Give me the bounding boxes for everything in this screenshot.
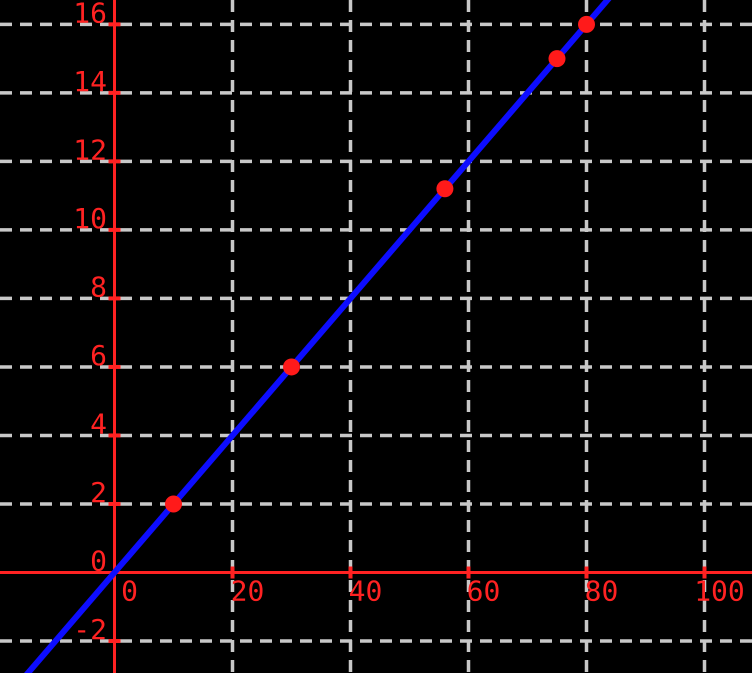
x-tick-label: 100 <box>694 575 745 608</box>
y-tick-label: 6 <box>90 339 107 372</box>
data-point <box>578 15 595 33</box>
y-tick-label: 14 <box>73 65 107 98</box>
data-point <box>283 358 300 376</box>
data-point <box>548 50 566 68</box>
data-point <box>436 180 454 198</box>
x-tick-label: 20 <box>231 575 265 608</box>
y-tick-label: 2 <box>90 476 107 509</box>
x-tick-label: 0 <box>121 575 138 608</box>
y-tick-label: 10 <box>73 202 107 235</box>
data-point <box>165 495 182 513</box>
y-tick-label: 8 <box>90 270 107 303</box>
y-tick-label: 4 <box>90 407 107 440</box>
y-tick-label: -2 <box>73 613 107 646</box>
x-tick-label: 60 <box>467 575 501 608</box>
y-tick-label: 0 <box>90 545 107 578</box>
x-tick-label: 40 <box>349 575 383 608</box>
x-tick-label: 80 <box>585 575 619 608</box>
y-tick-label: 16 <box>73 0 107 29</box>
y-tick-label: 12 <box>73 133 107 166</box>
